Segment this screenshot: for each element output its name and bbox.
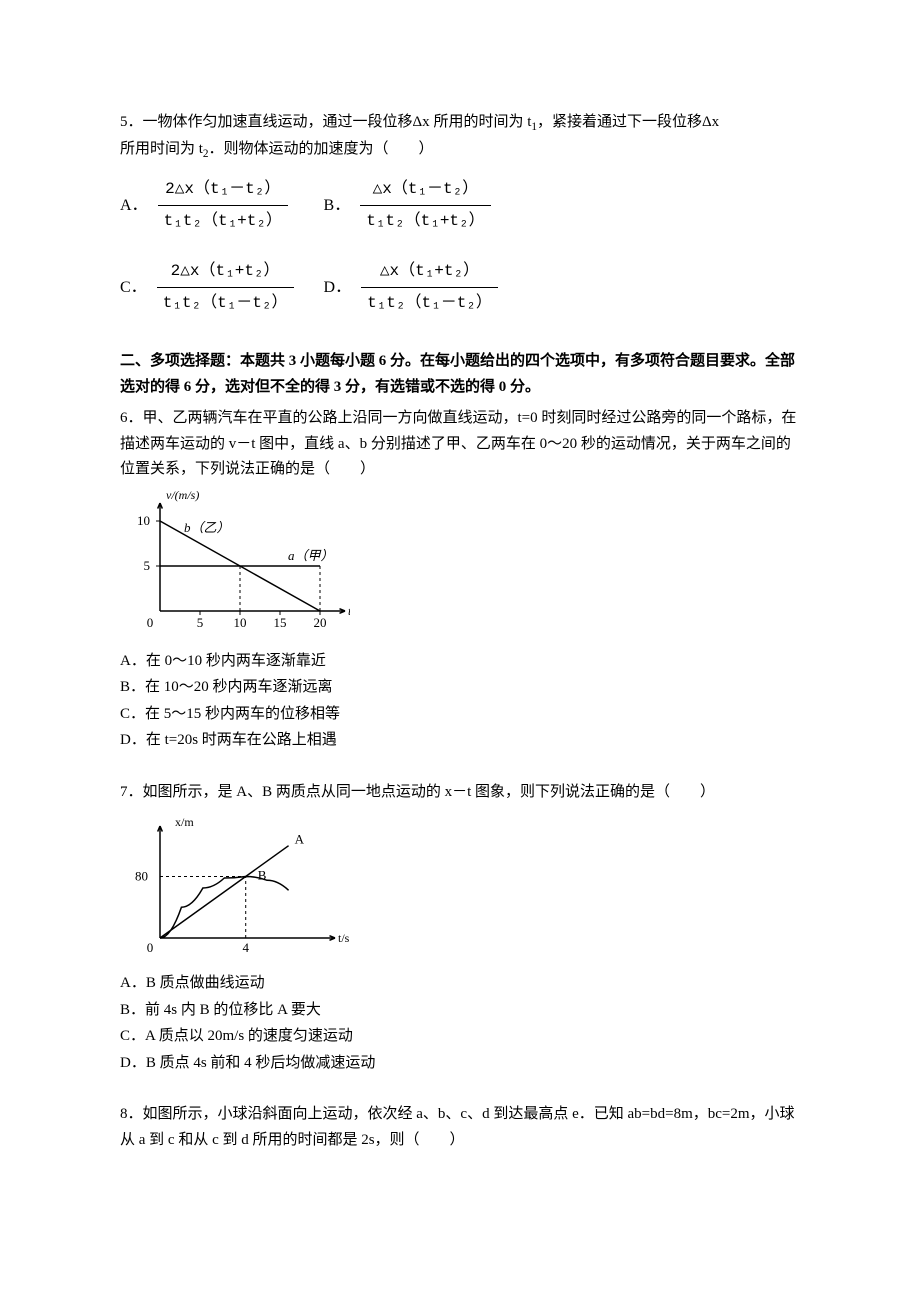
- svg-text:v/(m/s): v/(m/s): [166, 491, 199, 502]
- q6-number: 6．: [120, 410, 143, 426]
- svg-text:4: 4: [242, 940, 249, 955]
- q5-choices: A． 2△x（t₁－t₂） t₁t₂（t₁+t₂） B． △x（t₁－t₂） t…: [120, 174, 498, 319]
- q5-stem: 5．一物体作匀加速直线运动，通过一段位移Δx 所用的时间为 t1，紧接着通过下一…: [120, 110, 800, 164]
- q7-choice-b: B．前 4s 内 B 的位移比 A 要大: [120, 998, 800, 1024]
- q7-choice-c: C．A 质点以 20m/s 的速度匀速运动: [120, 1024, 800, 1050]
- question-5: 5．一物体作匀加速直线运动，通过一段位移Δx 所用的时间为 t1，紧接着通过下一…: [120, 110, 800, 319]
- svg-text:80: 80: [135, 868, 148, 883]
- svg-text:5: 5: [197, 615, 204, 630]
- q5-choice-b: B． △x（t₁－t₂） t₁t₂（t₁+t₂）: [324, 174, 498, 237]
- q6-choices: A．在 0～10 秒内两车逐渐靠近 B．在 10～20 秒内两车逐渐远离 C．在…: [120, 649, 800, 754]
- svg-text:5: 5: [144, 558, 151, 573]
- q5-number: 5．: [120, 114, 143, 130]
- q6-figure: 5 10 15 20 0 5 10 v/(m/s) t/s a（甲） b（乙）: [120, 491, 800, 641]
- svg-text:a（甲）: a（甲）: [288, 548, 334, 563]
- svg-text:b（乙）: b（乙）: [184, 520, 230, 535]
- svg-text:x/m: x/m: [175, 815, 194, 829]
- svg-text:15: 15: [274, 615, 287, 630]
- q6-choice-b: B．在 10～20 秒内两车逐渐远离: [120, 675, 800, 701]
- svg-text:B: B: [258, 868, 267, 883]
- svg-text:t/s: t/s: [338, 931, 350, 945]
- svg-text:20: 20: [314, 615, 327, 630]
- q6-choice-c: C．在 5～15 秒内两车的位移相等: [120, 702, 800, 728]
- q6-choice-d: D．在 t=20s 时两车在公路上相遇: [120, 728, 800, 754]
- question-7: 7．如图所示，是 A、B 两质点从同一地点运动的 x－t 图象，则下列说法正确的…: [120, 780, 800, 1077]
- q5-choice-c: C． 2△x（t₁+t₂） t₁t₂（t₁－t₂）: [120, 256, 294, 319]
- q7-stem: 7．如图所示，是 A、B 两质点从同一地点运动的 x－t 图象，则下列说法正确的…: [120, 780, 800, 806]
- q7-chart: 0 4 80 x/m t/s A B: [120, 813, 350, 963]
- q7-figure: 0 4 80 x/m t/s A B: [120, 813, 800, 963]
- q6-chart: 5 10 15 20 0 5 10 v/(m/s) t/s a（甲） b（乙）: [120, 491, 350, 641]
- question-8: 8．如图所示，小球沿斜面向上运动，依次经 a、b、c、d 到达最高点 e．已知 …: [120, 1102, 800, 1153]
- q6-choice-a: A．在 0～10 秒内两车逐渐靠近: [120, 649, 800, 675]
- svg-text:t/s: t/s: [348, 604, 350, 618]
- q5-choice-a: A． 2△x（t₁－t₂） t₁t₂（t₁+t₂）: [120, 174, 294, 237]
- fraction: △x（t₁+t₂） t₁t₂（t₁－t₂）: [361, 256, 498, 319]
- fraction: 2△x（t₁－t₂） t₁t₂（t₁+t₂）: [158, 174, 288, 237]
- q7-choice-d: D．B 质点 4s 前和 4 秒后均做减速运动: [120, 1051, 800, 1077]
- q7-choice-a: A．B 质点做曲线运动: [120, 971, 800, 997]
- svg-text:10: 10: [234, 615, 247, 630]
- fraction: △x（t₁－t₂） t₁t₂（t₁+t₂）: [360, 174, 490, 237]
- q8-number: 8．: [120, 1106, 143, 1122]
- question-6: 6．甲、乙两辆汽车在平直的公路上沿同一方向做直线运动，t=0 时刻同时经过公路旁…: [120, 406, 800, 754]
- svg-text:A: A: [295, 832, 305, 847]
- svg-text:10: 10: [137, 513, 150, 528]
- q7-number: 7．: [120, 784, 143, 800]
- fraction: 2△x（t₁+t₂） t₁t₂（t₁－t₂）: [157, 256, 294, 319]
- q8-stem: 8．如图所示，小球沿斜面向上运动，依次经 a、b、c、d 到达最高点 e．已知 …: [120, 1102, 800, 1153]
- section-2-heading: 二、多项选择题：本题共 3 小题每小题 6 分。在每小题给出的四个选项中，有多项…: [120, 349, 800, 400]
- q7-choices: A．B 质点做曲线运动 B．前 4s 内 B 的位移比 A 要大 C．A 质点以…: [120, 971, 800, 1076]
- svg-text:0: 0: [147, 615, 154, 630]
- svg-text:0: 0: [147, 940, 154, 955]
- q5-choice-d: D． △x（t₁+t₂） t₁t₂（t₁－t₂）: [324, 256, 498, 319]
- q6-stem: 6．甲、乙两辆汽车在平直的公路上沿同一方向做直线运动，t=0 时刻同时经过公路旁…: [120, 406, 800, 483]
